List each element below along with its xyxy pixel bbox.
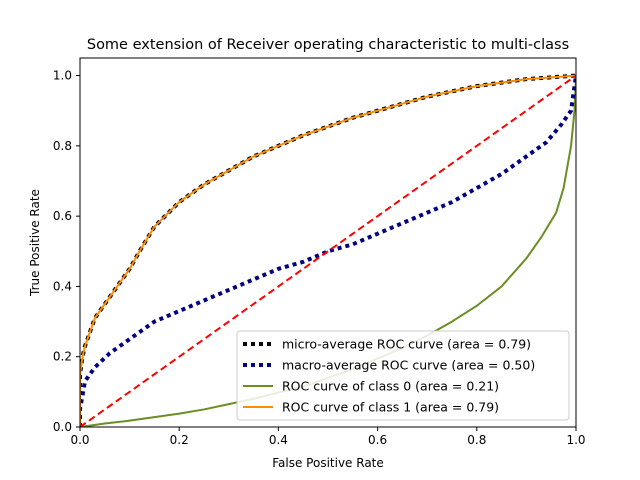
axes-frame [79,57,577,428]
x-axis-label: False Positive Rate [272,456,384,470]
x-tick-label: 0.0 [70,433,89,447]
x-axis-ticks: 0.0 0.2 0.4 0.6 0.8 1.0 [70,427,586,447]
y-tick-label: 0.2 [53,350,72,364]
x-tick-label: 1.0 [566,433,585,447]
y-tick-label: 0.0 [53,420,72,434]
legend: micro-average ROC curve (area = 0.79) mac… [236,330,570,421]
y-axis-ticks: 0.0 0.2 0.4 0.6 0.8 1.0 [53,69,80,434]
y-tick-label: 0.4 [53,279,72,293]
y-tick-label: 1.0 [53,69,72,83]
legend-label-1: macro-average ROC curve (area = 0.50) [282,358,535,373]
legend-label-2: ROC curve of class 0 (area = 0.21) [282,379,499,394]
y-tick-label: 0.6 [53,209,72,223]
chart-title: Some extension of Receiver operating cha… [87,37,569,53]
y-axis-label: True Positive Rate [28,189,42,297]
legend-label-3: ROC curve of class 1 (area = 0.79) [282,400,499,415]
x-tick-label: 0.2 [170,433,189,447]
series-line-3 [80,74,576,427]
x-tick-label: 0.8 [467,433,486,447]
x-tick-label: 0.6 [368,433,387,447]
x-tick-label: 0.4 [269,433,288,447]
legend-label-0: micro-average ROC curve (area = 0.79) [282,337,531,352]
y-tick-label: 0.8 [53,139,72,153]
reference-diagonal-line [80,74,576,427]
legend-box [236,330,570,421]
series-line-1 [80,75,576,427]
